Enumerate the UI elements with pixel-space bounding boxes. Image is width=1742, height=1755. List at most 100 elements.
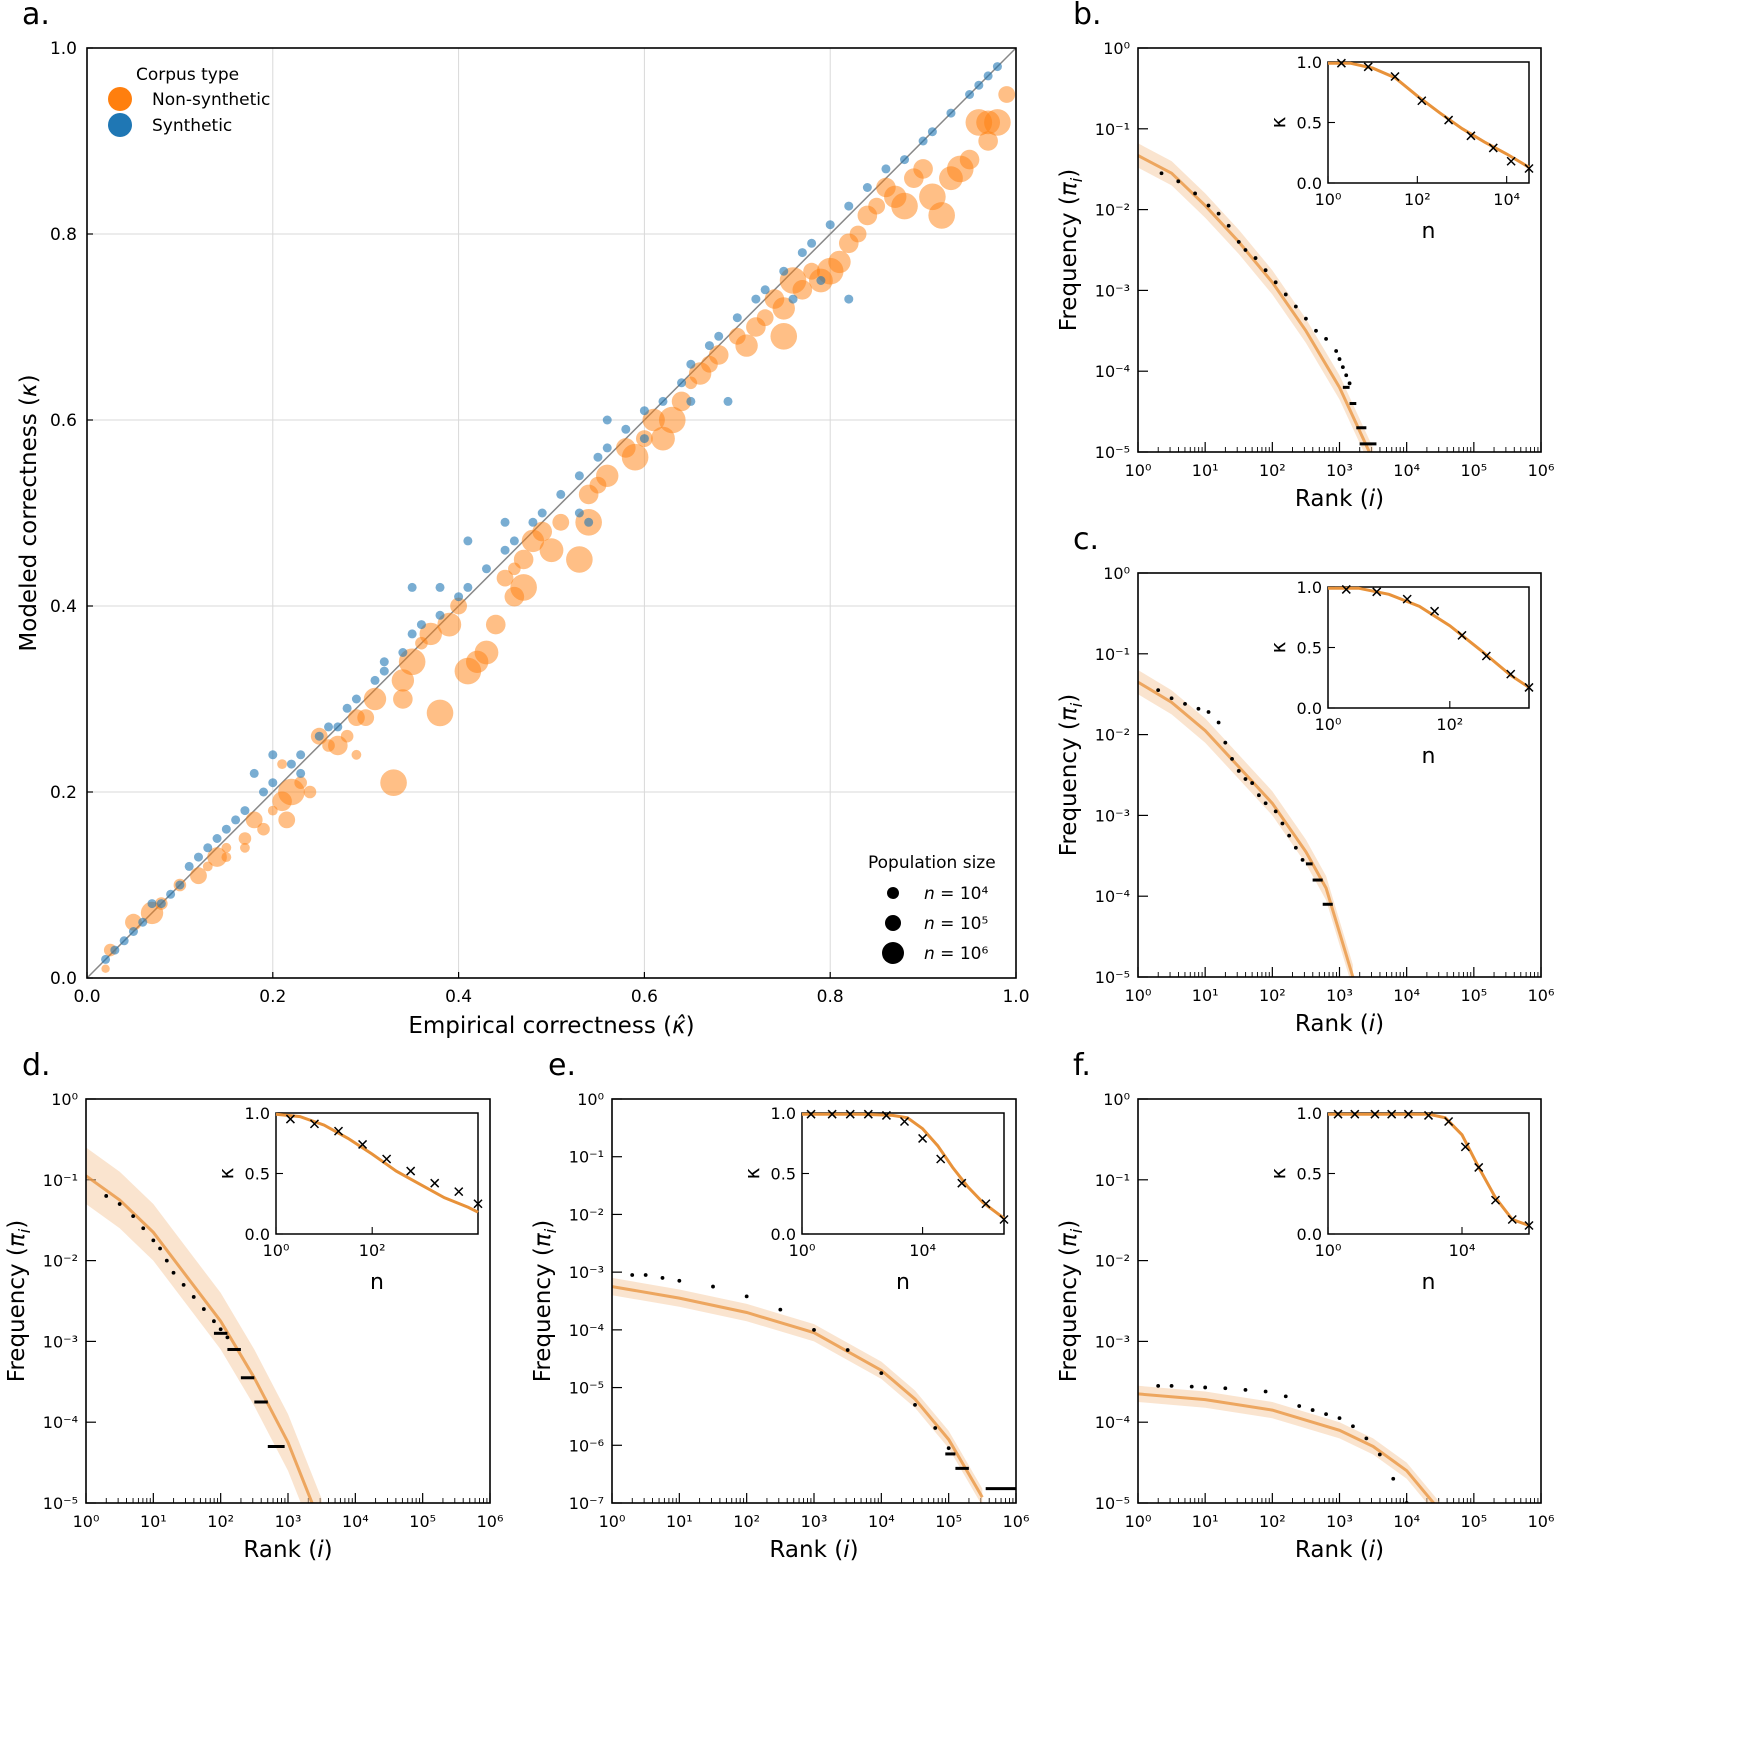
data-point [918,136,928,146]
data-point [240,842,250,853]
y-tick-label: 10⁻¹ [1095,120,1130,139]
data-point [125,913,142,931]
inset-y-tick-label: 0.5 [1297,639,1322,658]
inset-marker [333,1126,344,1136]
inset-marker [1444,1116,1454,1127]
data-point [927,127,937,137]
empirical-point [104,1194,109,1198]
inset-marker [1403,1109,1413,1119]
y-tick-label: 10⁻⁶ [569,1436,604,1455]
x-tick-label: 10⁵ [1460,461,1487,480]
data-point [268,750,278,760]
y-tick-label: 10⁻⁴ [1095,362,1130,381]
data-point [651,426,675,451]
data-point [658,406,686,434]
data-point [539,538,564,563]
inset-frame [1327,1112,1530,1235]
empirical-point [1347,381,1352,386]
data-point [314,731,324,741]
data-point [913,159,933,179]
inset-marker [382,1154,392,1164]
empirical-point [1236,769,1241,773]
data-point [437,612,462,637]
inset-frame [1327,586,1530,709]
inset-marker [1481,651,1491,661]
y-tick-label: 10⁰ [1103,564,1130,583]
empirical-point [212,1319,216,1324]
data-point [184,861,194,871]
legend-size-marker [887,887,899,899]
inset-y-label: κ [1266,641,1290,653]
inset-marker [406,1166,416,1176]
data-point [454,592,464,602]
x-axis-label: Rank (i) [1295,486,1384,512]
inset-marker [999,1214,1009,1225]
inset-marker [1524,682,1534,692]
legend-marker [108,87,132,111]
inset-x-tick-label: 10⁰ [1315,715,1342,734]
data-point [485,614,506,635]
data-point [156,899,166,909]
data-point [797,248,807,258]
y-tick-label: 10⁻⁵ [1095,968,1130,987]
data-point [221,852,232,862]
inset-x-tick-label: 10⁴ [1493,190,1520,209]
inset-marker [1460,1142,1470,1152]
data-point [792,280,813,300]
x-tick-label: 10³ [1326,1512,1353,1531]
series-non-synthetic [101,86,1016,973]
data-point [844,201,854,211]
y-tick-label: 10⁻¹ [43,1171,78,1190]
data-point [496,569,514,587]
empirical-point [643,1273,648,1277]
empirical-point [1324,336,1328,341]
empirical-point [1206,203,1211,208]
data-point [190,867,207,885]
data-point [257,822,270,836]
empirical-point [225,1335,230,1340]
inset-frame [1327,61,1530,184]
data-point [419,622,442,646]
empirical-point [117,1202,122,1206]
x-tick-label: 10⁰ [1125,986,1152,1005]
inset-y-tick-label: 0.5 [771,1165,796,1184]
empirical-point [1257,793,1261,798]
legend-label: n = 10⁶ [924,944,988,964]
inset-marker [1402,594,1412,604]
y-axis-label: Frequency (πi) [4,1220,34,1382]
inset-marker [430,1178,440,1188]
data-point [324,722,334,732]
inset-marker [358,1139,368,1149]
data-point [380,769,407,796]
inset-x-label: n [370,1270,384,1295]
x-tick-label: 0.0 [73,987,100,1007]
inset-marker [899,1116,910,1127]
y-tick-label: 10⁻³ [1095,806,1130,825]
fit-line [1138,154,1372,452]
empirical-point [1193,191,1197,196]
data-point [984,109,1011,136]
inset-y-tick-label: 0.5 [1297,1165,1322,1184]
y-tick-label: 10⁻¹ [569,1148,604,1167]
empirical-point [151,1238,156,1243]
inset-marker [1417,96,1427,106]
empirical-point [1216,720,1221,725]
data-point [504,586,525,607]
fit-line [612,1285,984,1498]
plot-frame [1137,47,1542,453]
data-point [351,749,362,760]
empirical-point [913,1402,917,1407]
inset-marker [1466,131,1476,141]
data-point [844,294,854,304]
data-point [379,657,389,667]
inset-marker [1336,58,1346,68]
x-tick-label: 10¹ [1192,1512,1219,1531]
data-point [249,768,259,778]
x-tick-label: 10¹ [1192,461,1219,480]
empirical-point [1230,756,1234,761]
x-tick-label: 10⁵ [1460,986,1487,1005]
data-point [416,620,426,630]
data-point [686,359,696,369]
